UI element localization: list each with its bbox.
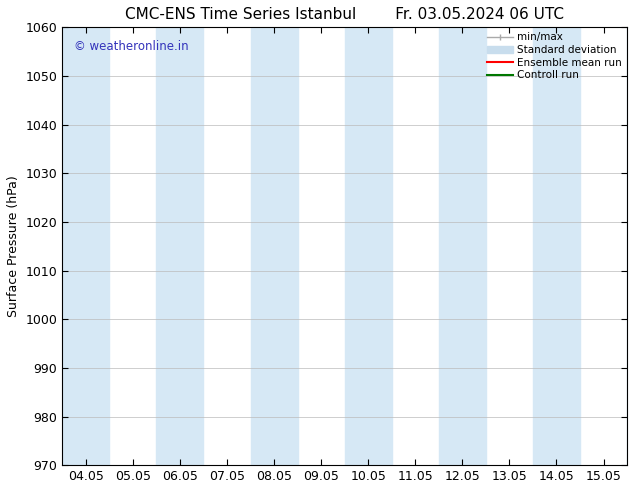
- Bar: [345, 27, 392, 465]
- Title: CMC-ENS Time Series Istanbul        Fr. 03.05.2024 06 UTC: CMC-ENS Time Series Istanbul Fr. 03.05.2…: [125, 7, 564, 22]
- Bar: [627, 27, 634, 465]
- Y-axis label: Surface Pressure (hPa): Surface Pressure (hPa): [7, 175, 20, 317]
- Bar: [157, 27, 204, 465]
- Bar: [439, 27, 486, 465]
- Bar: [250, 27, 297, 465]
- Text: © weatheronline.in: © weatheronline.in: [74, 40, 188, 53]
- Bar: [62, 27, 109, 465]
- Legend: min/max, Standard deviation, Ensemble mean run, Controll run: min/max, Standard deviation, Ensemble me…: [485, 30, 624, 82]
- Bar: [533, 27, 580, 465]
